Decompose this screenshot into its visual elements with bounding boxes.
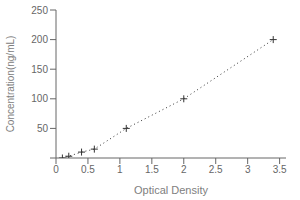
svg-text:50: 50 — [37, 123, 49, 134]
svg-text:250: 250 — [31, 5, 48, 16]
svg-text:Optical Density: Optical Density — [134, 184, 208, 196]
svg-text:3: 3 — [245, 164, 251, 175]
svg-text:1.5: 1.5 — [145, 164, 159, 175]
svg-text:Concentration(ng/mL): Concentration(ng/mL) — [8, 36, 16, 133]
svg-text:200: 200 — [31, 34, 48, 45]
svg-text:150: 150 — [31, 64, 48, 75]
svg-text:0: 0 — [53, 164, 59, 175]
svg-text:0.5: 0.5 — [81, 164, 95, 175]
svg-text:1: 1 — [117, 164, 123, 175]
svg-text:100: 100 — [31, 93, 48, 104]
svg-text:2: 2 — [181, 164, 187, 175]
svg-text:2.5: 2.5 — [209, 164, 223, 175]
svg-text:3.5: 3.5 — [273, 164, 287, 175]
